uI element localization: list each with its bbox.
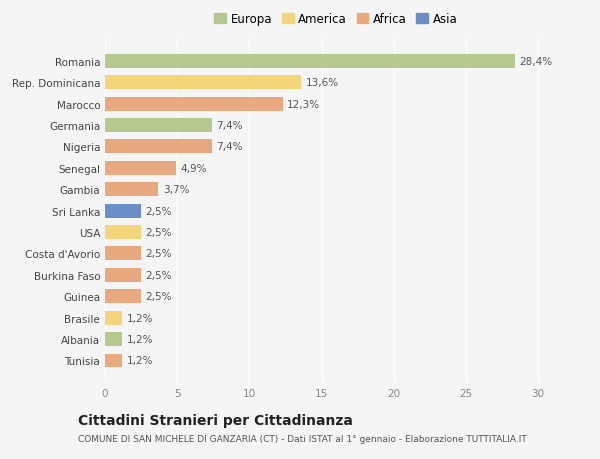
Bar [105, 97, 283, 111]
Bar [105, 76, 301, 90]
Bar [105, 332, 122, 346]
Text: 2,5%: 2,5% [145, 270, 172, 280]
Bar [105, 290, 141, 303]
Text: 7,4%: 7,4% [216, 142, 242, 152]
Bar [105, 204, 141, 218]
Bar [105, 354, 122, 368]
Bar [105, 162, 176, 175]
Bar [105, 55, 515, 68]
Bar [105, 225, 141, 240]
Text: COMUNE DI SAN MICHELE DI GANZARIA (CT) - Dati ISTAT al 1° gennaio - Elaborazione: COMUNE DI SAN MICHELE DI GANZARIA (CT) -… [78, 434, 527, 443]
Text: 28,4%: 28,4% [520, 56, 553, 67]
Bar [105, 268, 141, 282]
Text: 2,5%: 2,5% [145, 249, 172, 259]
Text: 1,2%: 1,2% [127, 356, 153, 366]
Text: 1,2%: 1,2% [127, 313, 153, 323]
Bar [105, 183, 158, 197]
Bar [105, 311, 122, 325]
Text: 12,3%: 12,3% [287, 99, 320, 109]
Text: 2,5%: 2,5% [145, 206, 172, 216]
Text: 2,5%: 2,5% [145, 291, 172, 302]
Bar [105, 247, 141, 261]
Text: 7,4%: 7,4% [216, 121, 242, 131]
Bar [105, 140, 212, 154]
Legend: Europa, America, Africa, Asia: Europa, America, Africa, Asia [212, 11, 460, 28]
Text: 3,7%: 3,7% [163, 185, 189, 195]
Bar [105, 119, 212, 133]
Text: 4,9%: 4,9% [180, 163, 206, 174]
Text: 2,5%: 2,5% [145, 228, 172, 237]
Text: 13,6%: 13,6% [305, 78, 339, 88]
Text: 1,2%: 1,2% [127, 334, 153, 344]
Text: Cittadini Stranieri per Cittadinanza: Cittadini Stranieri per Cittadinanza [78, 413, 353, 427]
